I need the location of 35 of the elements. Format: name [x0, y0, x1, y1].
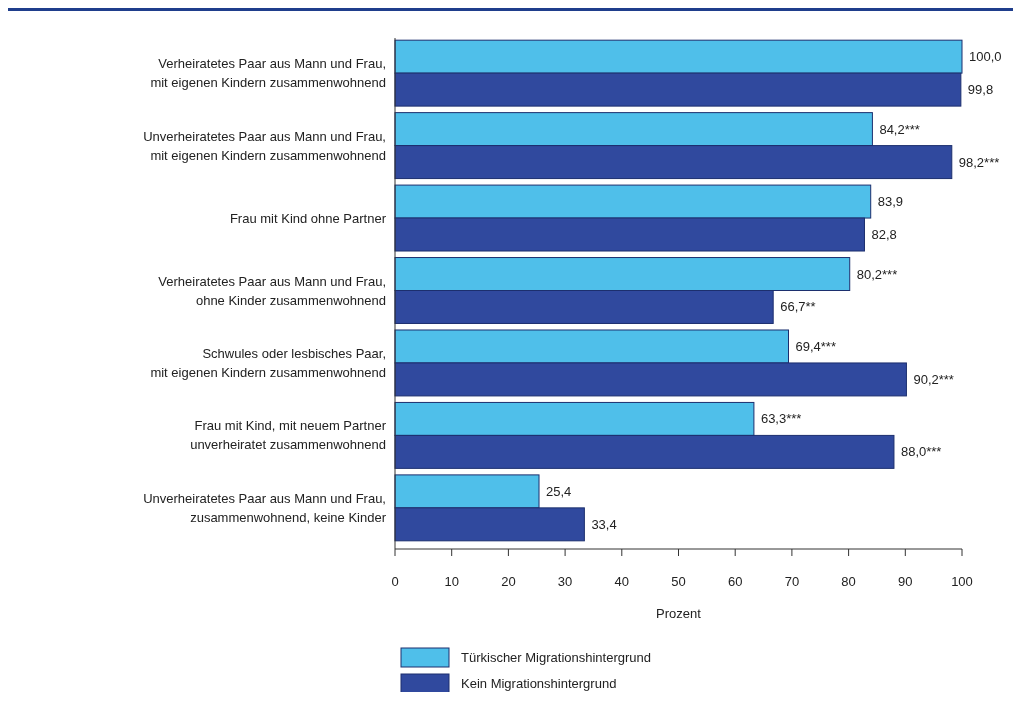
data-label: 99,8: [967, 82, 994, 98]
data-label: 25,4: [546, 483, 572, 499]
y-tick-label: Frau mit Kind, mit neuem Partner unverheiratet zusammenwohnend: [190, 418, 387, 453]
legend-label: Kein Migrationshintergrund: [461, 676, 617, 691]
x-tick-label: 60: [727, 574, 743, 589]
data-label: 90,2***: [913, 371, 954, 387]
data-label: 82,8: [871, 227, 897, 243]
x-tick-label: 40: [614, 574, 630, 589]
x-tick-label: 80: [841, 574, 856, 589]
x-tick-label: 70: [784, 574, 800, 589]
x-axis-title: Prozent: [656, 606, 702, 621]
y-tick-label: Unverheiratetes Paar aus Mann und Frau, zusammenwohnend, keine Kinder: [143, 490, 387, 525]
data-label: 88,0***: [900, 444, 942, 460]
data-label: 80,2***: [856, 266, 898, 282]
y-tick-label: Verheiratetes Paar aus Mann und Frau, mit eigenen Kindern zusammenwohnend: [150, 56, 386, 91]
data-label: 33,4: [591, 516, 617, 532]
y-tick-label: Schwules oder lesbisches Paar, mit eigenen Kindern zusammenwohnend: [150, 345, 386, 380]
x-tick-label: 30: [557, 574, 573, 589]
data-label: 84,2***: [879, 121, 920, 137]
data-label: 66,7**: [780, 299, 816, 315]
x-tick-label: 20: [501, 574, 516, 589]
data-label: 69,4***: [795, 338, 836, 354]
x-tick-label: 10: [444, 574, 459, 589]
x-tick-label: 90: [898, 574, 913, 589]
data-label: 100,0: [969, 49, 1002, 65]
legend-label: Türkischer Migrationshintergrund: [461, 650, 652, 665]
data-label: 63,3***: [760, 411, 802, 427]
y-tick-label: Unverheiratetes Paar aus Mann und Frau, mit eigenen Kindern zusammenwohnend: [143, 128, 386, 163]
x-tick-label: 50: [671, 574, 686, 589]
y-tick-label: Verheiratetes Paar aus Mann und Frau, ohne Kinder zusammenwohnend: [158, 273, 386, 308]
data-label: 98,2***: [958, 154, 1000, 170]
x-tick-label: 0: [391, 574, 399, 589]
x-tick-label: 100: [951, 574, 973, 589]
data-label: 83,9: [877, 194, 904, 210]
y-tick-label: Frau mit Kind ohne Partner: [229, 210, 387, 226]
